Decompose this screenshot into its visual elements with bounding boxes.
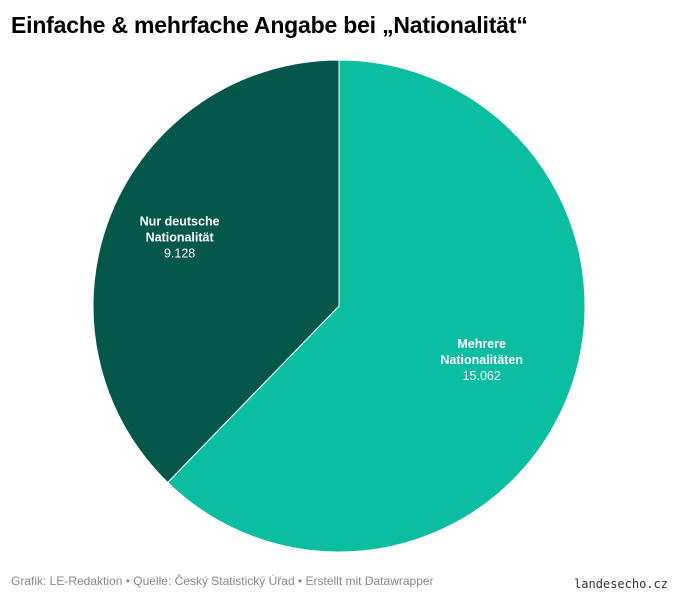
chart-title: Einfache & mehrfache Angabe bei „Nationa… (11, 12, 528, 38)
pie-slice-1 (166, 59, 586, 553)
footer-credits: Grafik: LE-Redaktion • Quelle: Český Sta… (11, 574, 434, 588)
slice-label-1-label-line2: Nationalitäten (440, 353, 523, 367)
pie-slices (92, 59, 586, 553)
slice-label-2-label-line2: Nationalität (146, 230, 215, 244)
slice-label-2: Nur deutsche Nationalität 9.128 (140, 214, 220, 260)
slice-label-1: Mehrere Nationalitäten 15.062 (440, 337, 523, 383)
slice-label-2-label-line1: Nur deutsche (140, 214, 220, 228)
pie-slice-2 (92, 59, 340, 484)
slice-label-1-label-line1: Mehrere (457, 337, 506, 351)
slice-label-1-value-text: 15.062 (463, 369, 501, 383)
slice-label-2-value-text: 9.128 (164, 246, 195, 260)
watermark: landesecho.cz (574, 577, 668, 591)
